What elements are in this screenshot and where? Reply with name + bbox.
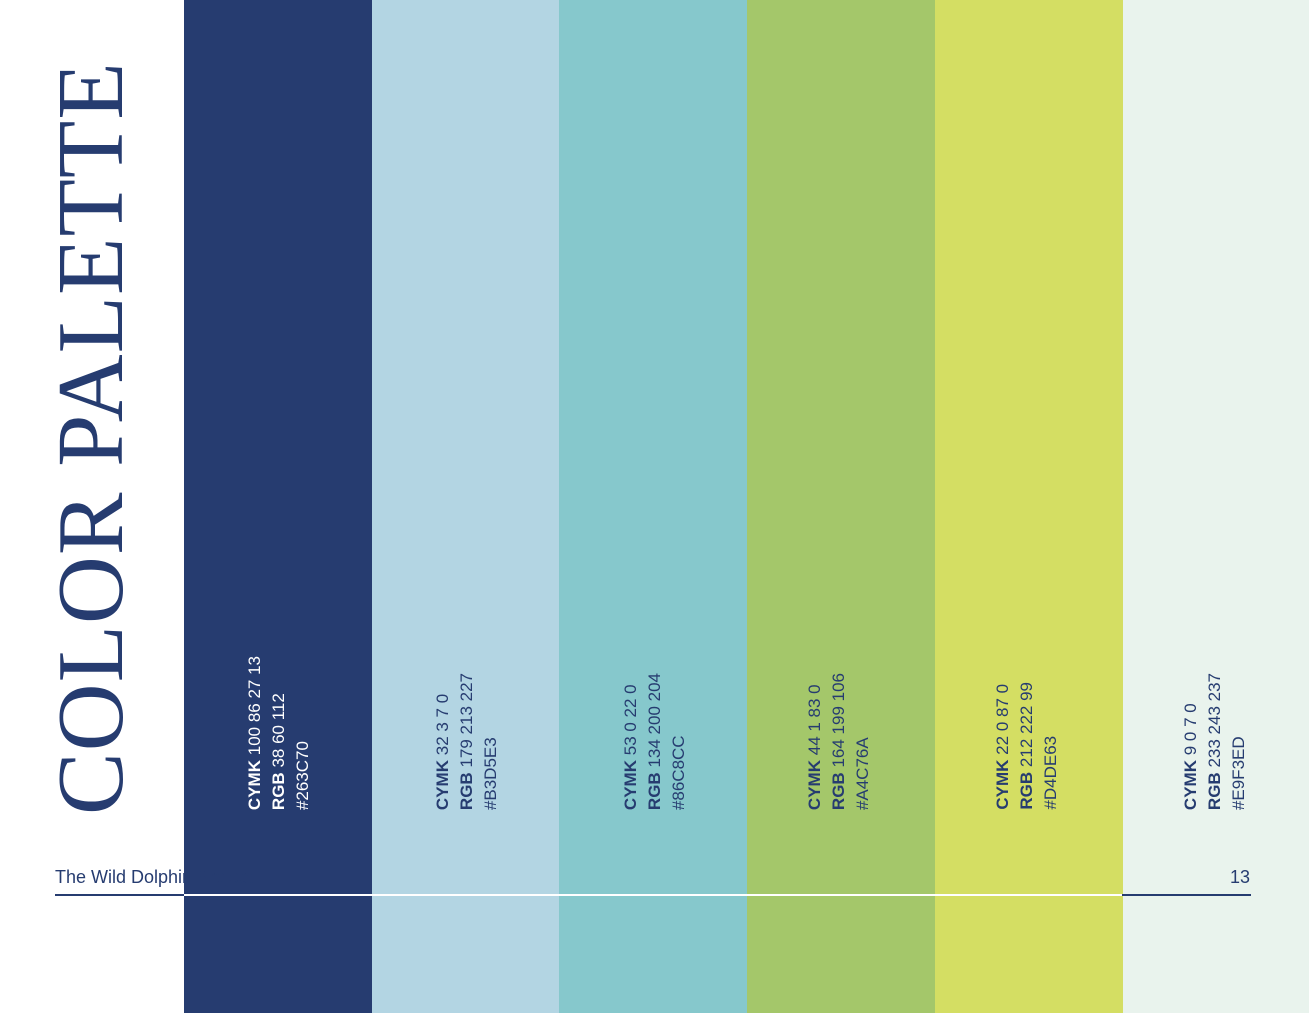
rgb-value: 38 60 112 — [269, 693, 288, 768]
cymk-value: 53 0 22 0 — [621, 684, 640, 756]
rgb-label: RGB — [1205, 772, 1224, 810]
rgb-value: 164 199 106 — [829, 672, 848, 768]
footer-title: The Wild Dolphin Project — [55, 867, 254, 887]
cymk-row: CYMK 53 0 22 0 — [619, 673, 643, 810]
hex-value: #263C70 — [293, 740, 312, 810]
cymk-label: CYMK — [245, 759, 264, 810]
rgb-value: 233 243 237 — [1205, 672, 1224, 768]
color-swatch-lime — [935, 0, 1123, 1013]
swatch-info-lime: CYMK 22 0 87 0 RGB 212 222 99 #D4DE63 — [991, 682, 1063, 810]
cymk-label: CYMK — [805, 759, 824, 810]
hex-value: #86C8CC — [669, 735, 688, 810]
color-swatch-light-blue — [372, 0, 559, 1013]
color-swatch-navy — [184, 0, 372, 1013]
rgb-label: RGB — [829, 772, 848, 810]
cymk-value: 44 1 83 0 — [805, 684, 824, 756]
rgb-label: RGB — [457, 772, 476, 810]
swatch-info-teal: CYMK 53 0 22 0 RGB 134 200 204 #86C8CC — [619, 673, 691, 810]
rgb-value: 179 213 227 — [457, 672, 476, 768]
swatch-info-navy: CYMK 100 86 27 13 RGB 38 60 112 #263C70 — [243, 656, 315, 810]
rgb-value: 134 200 204 — [645, 672, 664, 768]
rgb-row: RGB 164 199 106 — [827, 673, 851, 810]
cymk-row: CYMK 44 1 83 0 — [803, 673, 827, 810]
cymk-value: 32 3 7 0 — [433, 693, 452, 756]
swatch-info-green: CYMK 44 1 83 0 RGB 164 199 106 #A4C76A — [803, 673, 875, 810]
cymk-row: CYMK 100 86 27 13 — [243, 656, 267, 810]
hex-value: #B3D5E3 — [481, 737, 500, 810]
cymk-value: 100 86 27 13 — [245, 655, 264, 756]
cymk-value: 9 0 7 0 — [1181, 703, 1200, 756]
rgb-row: RGB 38 60 112 — [267, 656, 291, 810]
rgb-label: RGB — [1017, 772, 1036, 810]
page-number: 13 — [1229, 867, 1250, 887]
page-title: COLOR PALETTE — [39, 61, 143, 815]
rgb-value: 212 222 99 — [1017, 682, 1036, 768]
swatch-info-mint: CYMK 9 0 7 0 RGB 233 243 237 #E9F3ED — [1179, 673, 1251, 810]
cymk-label: CYMK — [621, 759, 640, 810]
cymk-row: CYMK 22 0 87 0 — [991, 682, 1015, 810]
footer-divider-overlay — [184, 894, 1122, 896]
color-swatch-green — [747, 0, 935, 1013]
rgb-row: RGB 233 243 237 — [1203, 673, 1227, 810]
hex-value: #E9F3ED — [1229, 736, 1248, 810]
hex-value: #D4DE63 — [1041, 736, 1060, 810]
cymk-label: CYMK — [993, 759, 1012, 810]
rgb-label: RGB — [269, 772, 288, 810]
color-swatch-mint — [1123, 0, 1309, 1013]
cymk-value: 22 0 87 0 — [993, 684, 1012, 756]
cymk-row: CYMK 32 3 7 0 — [431, 673, 455, 810]
swatch-info-light-blue: CYMK 32 3 7 0 RGB 179 213 227 #B3D5E3 — [431, 673, 503, 810]
rgb-row: RGB 179 213 227 — [455, 673, 479, 810]
cymk-row: CYMK 9 0 7 0 — [1179, 673, 1203, 810]
cymk-label: CYMK — [1181, 759, 1200, 810]
hex-value: #A4C76A — [853, 737, 872, 810]
rgb-row: RGB 212 222 99 — [1015, 682, 1039, 810]
rgb-label: RGB — [645, 772, 664, 810]
cymk-label: CYMK — [433, 759, 452, 810]
color-swatch-teal — [559, 0, 747, 1013]
rgb-row: RGB 134 200 204 — [643, 673, 667, 810]
